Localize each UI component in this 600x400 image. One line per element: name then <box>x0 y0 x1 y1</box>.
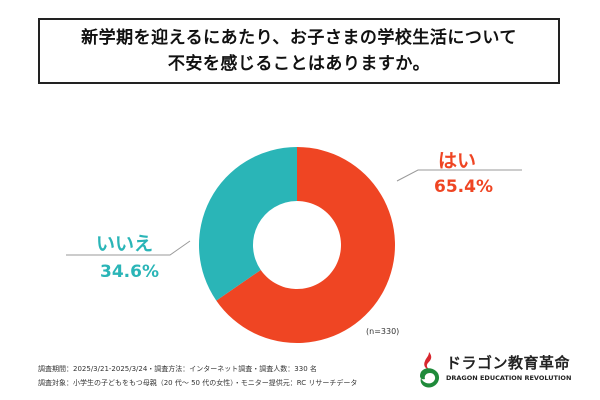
slice-label-no: いいえ <box>96 233 154 255</box>
survey-footer-line-1: 調査期間：2025/3/21-2025/3/24・調査方法：インターネット調査・… <box>38 365 317 373</box>
chart-title-line-2: 不安を感じることはありますか。 <box>167 54 431 74</box>
survey-footer-line-2: 調査対象：小学生の子どもをもつ母親（20 代～ 50 代の女性）・モニター提供元… <box>38 379 358 387</box>
sample-size-label: (n=330) <box>366 327 400 336</box>
chart-title-line-1: 新学期を迎えるにあたり、お子さまの学校生活について <box>81 28 517 48</box>
title-box: 新学期を迎えるにあたり、お子さまの学校生活について 不安を感じることはありますか… <box>38 18 560 84</box>
dragon-icon <box>420 352 440 388</box>
leader-line-yes <box>396 169 522 182</box>
company-logo: ドラゴン教育革命 DRAGON EDUCATION REVOLUTION <box>412 350 600 394</box>
slice-value-yes: 65.4% <box>434 177 493 197</box>
slice-value-no: 34.6% <box>100 262 159 282</box>
leader-line-no <box>66 240 191 256</box>
logo-name-en: DRAGON EDUCATION REVOLUTION <box>446 374 572 382</box>
donut-slice-yes <box>216 147 395 343</box>
donut-slice-no <box>199 147 297 301</box>
logo-name-jp: ドラゴン教育革命 <box>446 354 571 372</box>
slice-label-yes: はい <box>438 150 477 172</box>
